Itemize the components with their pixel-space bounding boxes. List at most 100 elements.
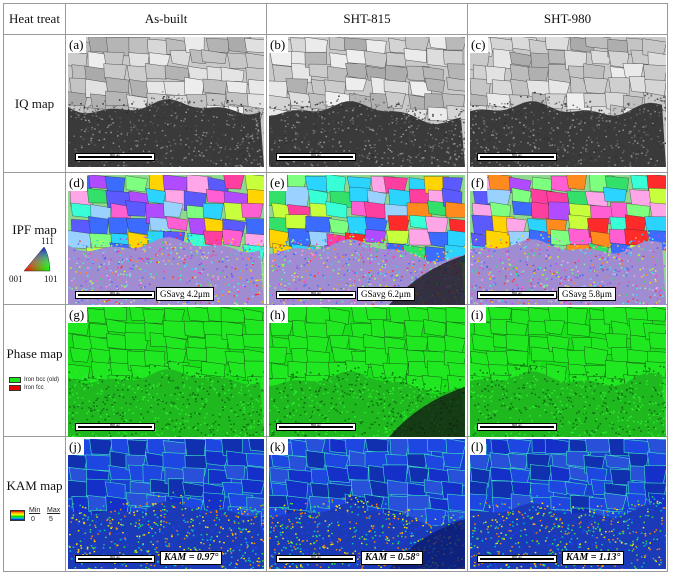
ipf-map-panel: (d) 800 um GSavg 4.2μm — [68, 175, 264, 305]
scale-bar-text: 800 um — [511, 153, 522, 157]
iq-micrograph — [269, 37, 465, 167]
row-label-phase: Phase map — [6, 346, 63, 361]
kam-colorbar — [10, 510, 25, 521]
scale-bar: 800 um — [276, 291, 356, 299]
row-label-kam: KAM map — [6, 478, 63, 493]
grid-line — [467, 4, 468, 571]
panel-label: (k) — [269, 439, 289, 455]
kam-value-label: KAM = 1.13° — [562, 551, 625, 565]
iq-micrograph — [68, 37, 264, 167]
phase-map-panel: (i) 800 um — [470, 307, 666, 437]
iq-micrograph — [470, 37, 666, 167]
row-label-iq: IQ map — [14, 96, 55, 111]
grid-line — [4, 34, 667, 35]
kam-map-panel: (l) 800 um KAM = 1.13° — [470, 439, 666, 569]
scale-bar: 800 um — [75, 291, 155, 299]
iq-map-panel: (b) 800 um — [269, 37, 465, 167]
scale-bar-line — [78, 294, 152, 296]
grain-size-label: GSavg 4.2μm — [156, 287, 214, 301]
phase-map-panel: (g) 800 um — [68, 307, 264, 437]
scale-bar-line — [78, 558, 152, 560]
fcc-swatch — [9, 385, 21, 391]
bcc-swatch — [9, 377, 21, 383]
scale-bar-text: 800 um — [511, 291, 522, 295]
scale-bar: 800 um — [75, 153, 155, 161]
ipf-map-panel: (e) 800 um GSavg 6.2μm — [269, 175, 465, 305]
scale-bar-text: 800 um — [310, 153, 321, 157]
kam-micrograph — [68, 439, 264, 569]
row-label-ipf: IPF map — [12, 222, 57, 237]
scale-bar: 800 um — [75, 555, 155, 563]
kam-map-panel: (k) 800 um KAM = 0.58° — [269, 439, 465, 569]
scale-bar-text: 800 um — [109, 555, 120, 559]
header-sht-815: SHT-815 — [343, 11, 391, 26]
panel-label: (a) — [68, 37, 87, 53]
scale-bar: 800 um — [75, 423, 155, 431]
scale-bar-line — [480, 294, 554, 296]
phase-map-panel: (h) 800 um — [269, 307, 465, 437]
ipf-micrograph — [68, 175, 264, 305]
kam-min-value: 0 — [31, 516, 35, 523]
scale-bar: 800 um — [276, 555, 356, 563]
scale-bar-text: 800 um — [109, 423, 120, 427]
grid-line — [266, 4, 267, 571]
ipf-label-001: 001 — [9, 274, 23, 284]
ipf-map-panel: (f) 800 um GSavg 5.8μm — [470, 175, 666, 305]
scale-bar-line — [279, 426, 353, 428]
grid-line — [4, 172, 667, 173]
panel-label: (j) — [68, 439, 85, 455]
scale-bar-line — [279, 294, 353, 296]
scale-bar-text: 800 um — [109, 153, 120, 157]
iq-map-panel: (a) 800 um — [68, 37, 264, 167]
kam-micrograph — [269, 439, 465, 569]
fcc-label: Iron fcc — [24, 385, 44, 391]
panel-label: (c) — [470, 37, 489, 53]
scale-bar-line — [78, 426, 152, 428]
panel-label: (i) — [470, 307, 487, 323]
scale-bar-text: 800 um — [109, 291, 120, 295]
panel-label: (e) — [269, 175, 288, 191]
kam-micrograph — [470, 439, 666, 569]
scale-bar: 800 um — [276, 423, 356, 431]
phase-micrograph — [68, 307, 264, 437]
scale-bar-text: 800 um — [511, 555, 522, 559]
ipf-label-111: 111 — [41, 236, 54, 246]
scale-bar: 800 um — [276, 153, 356, 161]
scale-bar-line — [78, 156, 152, 158]
header-sht-980: SHT-980 — [543, 11, 592, 26]
header-heat-treat: Heat treat — [9, 11, 60, 26]
ipf-micrograph — [470, 175, 666, 305]
iq-map-panel: (c) 800 um — [470, 37, 666, 167]
kam-min-label: Min — [29, 507, 41, 514]
kam-map-panel: (j) 800 um KAM = 0.97° — [68, 439, 264, 569]
panel-label: (g) — [68, 307, 88, 323]
ipf-triangle-icon — [23, 246, 51, 272]
panel-label: (f) — [470, 175, 487, 191]
ipf-label-101: 101 — [44, 274, 58, 284]
grid-line — [65, 4, 66, 571]
scale-bar-text: 800 um — [310, 555, 321, 559]
scale-bar-text: 800 um — [310, 423, 321, 427]
panel-label: (d) — [68, 175, 88, 191]
ipf-micrograph — [269, 175, 465, 305]
kam-max-value: 5 — [49, 516, 53, 523]
scale-bar-line — [480, 156, 554, 158]
scale-bar-text: 800 um — [310, 291, 321, 295]
bcc-label: Iron bcc (old) — [24, 377, 60, 383]
panel-label: (h) — [269, 307, 289, 323]
figure-grid: Heat treat As-built SHT-815 SHT-980 IQ m… — [3, 3, 668, 572]
scale-bar-line — [279, 156, 353, 158]
scale-bar-line — [480, 558, 554, 560]
scale-bar: 800 um — [477, 153, 557, 161]
phase-micrograph — [470, 307, 666, 437]
scale-bar: 800 um — [477, 555, 557, 563]
panel-label: (b) — [269, 37, 289, 53]
scale-bar: 800 um — [477, 423, 557, 431]
scale-bar: 800 um — [477, 291, 557, 299]
grain-size-label: GSavg 6.2μm — [357, 287, 415, 301]
scale-bar-line — [480, 426, 554, 428]
kam-value-label: KAM = 0.97° — [160, 551, 223, 565]
kam-max-label: Max — [47, 507, 61, 514]
panel-label: (l) — [470, 439, 487, 455]
phase-micrograph — [269, 307, 465, 437]
